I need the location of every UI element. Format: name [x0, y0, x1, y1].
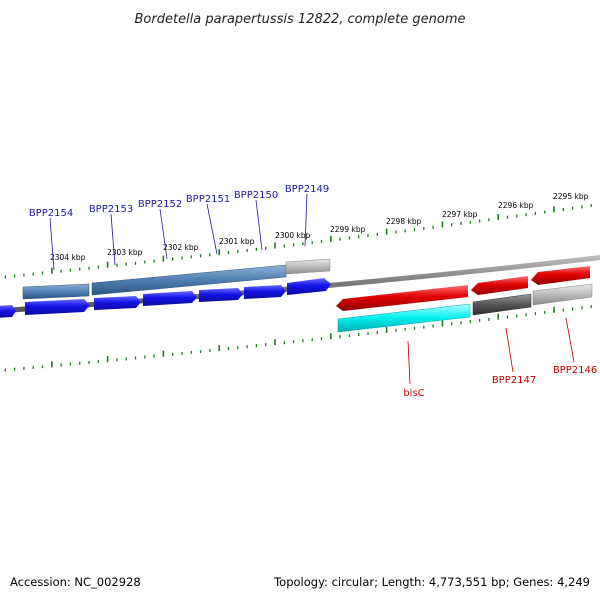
gene-row-lower: [337, 283, 593, 333]
kbp-label: 2298 kbp: [386, 217, 422, 226]
gene-labels-lower: bisC BPP2147 BPP2146: [403, 317, 597, 399]
gene-feature[interactable]: [532, 283, 593, 306]
gene-feature[interactable]: [91, 264, 287, 296]
gene-label[interactable]: BPP2146: [553, 365, 597, 376]
scale-labels: 2304 kbp 2303 kbp 2302 kbp 2301 kbp 2300…: [50, 192, 589, 262]
kbp-label: 2302 kbp: [163, 243, 199, 252]
gene-row-upper: [22, 258, 331, 300]
gene-row-blue: [0, 278, 331, 318]
gene-feature[interactable]: [472, 293, 532, 316]
scale-ticks-inner: [4, 305, 592, 372]
kbp-label: 2304 kbp: [50, 253, 86, 262]
kbp-label: 2301 kbp: [219, 237, 255, 246]
label-leader: [49, 217, 55, 271]
gene-label[interactable]: BPP2153: [89, 204, 133, 215]
gene-arrow[interactable]: [244, 285, 286, 299]
kbp-label: 2303 kbp: [107, 248, 143, 257]
gene-label[interactable]: BPP2152: [138, 199, 182, 210]
gene-arrow[interactable]: [25, 299, 90, 315]
genome-stats-text: Topology: circular; Length: 4,773,551 bp…: [273, 575, 590, 589]
gene-label[interactable]: BPP2147: [492, 375, 536, 386]
gene-feature[interactable]: [22, 283, 90, 300]
gene-arrow[interactable]: [143, 291, 197, 306]
kbp-label: 2296 kbp: [498, 201, 534, 210]
label-leader: [255, 199, 263, 251]
gene-arrow[interactable]: [94, 296, 141, 310]
label-leader: [110, 213, 116, 266]
map-title: Bordetella parapertussis 12822, complete…: [135, 12, 466, 27]
kbp-label: 2295 kbp: [553, 192, 589, 201]
gene-arrow[interactable]: [0, 305, 16, 318]
label-leader: [159, 208, 168, 260]
gene-feature[interactable]: [285, 258, 331, 275]
gene-row-red: [336, 266, 590, 311]
gene-arrow[interactable]: [199, 288, 243, 302]
gene-arrow[interactable]: [336, 285, 468, 311]
kbp-label: 2297 kbp: [442, 210, 478, 219]
gene-labels-upper: BPP2154 BPP2153 BPP2152 BPP2151 BPP2150 …: [29, 184, 329, 271]
gene-feature[interactable]: [337, 303, 471, 333]
gene-label[interactable]: BPP2151: [186, 194, 230, 205]
label-leader: [206, 203, 218, 255]
label-leader: [304, 193, 308, 247]
scale-ticks-outer: [4, 204, 592, 279]
gene-label[interactable]: bisC: [403, 388, 424, 399]
gene-arrow[interactable]: [531, 266, 590, 285]
label-leader: [565, 317, 575, 363]
gene-label[interactable]: BPP2149: [285, 184, 329, 195]
label-leader: [505, 327, 514, 373]
gene-label[interactable]: BPP2154: [29, 208, 73, 219]
accession-text: Accession: NC_002928: [10, 575, 141, 589]
kbp-label: 2300 kbp: [275, 231, 311, 240]
gene-arrow[interactable]: [287, 278, 331, 295]
kbp-label: 2299 kbp: [330, 225, 366, 234]
label-leader: [407, 340, 411, 385]
gene-label[interactable]: BPP2150: [234, 190, 278, 201]
gene-arrow[interactable]: [471, 276, 528, 295]
